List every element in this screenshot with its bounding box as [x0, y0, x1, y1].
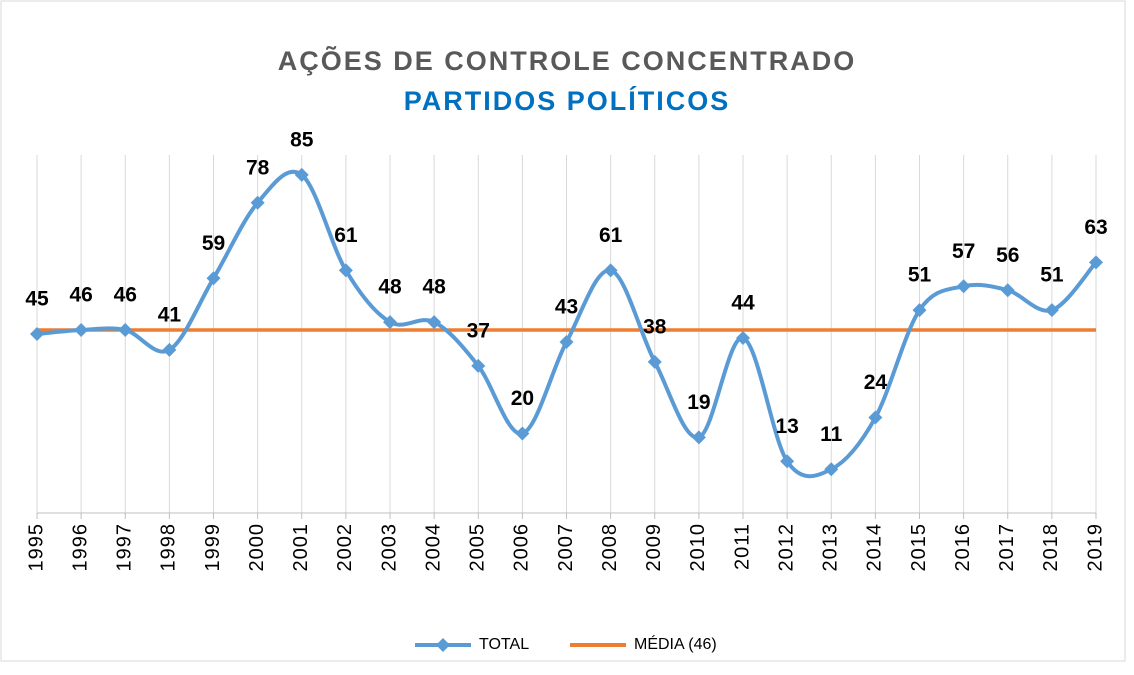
marker [74, 323, 89, 338]
marker [691, 430, 706, 445]
marker [559, 334, 574, 349]
data-label: 59 [202, 232, 225, 255]
data-label: 78 [246, 156, 270, 179]
data-label: 44 [731, 292, 755, 315]
data-label: 56 [996, 244, 1019, 267]
legend-label: TOTAL [479, 636, 529, 653]
chart-title: AÇÕES DE CONTROLE CONCENTRADO [278, 45, 857, 76]
marker [338, 263, 353, 278]
marker [603, 263, 618, 278]
data-label: 19 [687, 391, 710, 414]
x-tick-label: 2014 [864, 523, 886, 572]
data-label: 20 [511, 387, 534, 410]
x-tick-label: 2005 [467, 523, 489, 572]
x-tick-label: 2002 [334, 523, 356, 572]
legend-marker [436, 638, 450, 652]
marker [471, 358, 486, 373]
x-tick-label: 2003 [378, 523, 400, 572]
line-series [36, 169, 1098, 479]
data-label: 46 [69, 284, 92, 307]
x-tick-label: 2008 [599, 523, 621, 572]
marker [1000, 283, 1015, 298]
x-tick-label: 1999 [202, 523, 224, 572]
data-label: 48 [422, 276, 446, 299]
marker [515, 426, 530, 441]
data-label: 51 [908, 264, 932, 287]
data-label: 37 [467, 319, 490, 342]
marker [250, 195, 265, 210]
data-label: 45 [25, 288, 49, 311]
x-tick-label: 2018 [1040, 523, 1062, 572]
x-tick-label: 2012 [775, 523, 797, 572]
marker [118, 323, 133, 338]
marker [206, 271, 221, 286]
marker [1044, 303, 1059, 318]
marker [780, 454, 795, 469]
chart-subtitle: PARTIDOS POLÍTICOS [404, 85, 731, 116]
data-label: 85 [290, 128, 314, 151]
marker [647, 354, 662, 369]
x-tick-label: 1998 [158, 523, 180, 572]
x-tick-label: 2019 [1084, 523, 1106, 572]
x-tick-label: 2000 [246, 523, 268, 572]
x-tick-label: 2004 [422, 523, 444, 572]
x-tick-label: 2006 [511, 523, 533, 572]
marker [383, 315, 397, 330]
x-tick-label: 1997 [114, 523, 136, 572]
x-tick-label: 2009 [643, 523, 665, 572]
x-tick-label: 2007 [555, 523, 577, 572]
x-tick-label: 1995 [25, 523, 47, 572]
marker [427, 315, 442, 330]
marker [162, 342, 177, 357]
x-tick-label: 2016 [952, 523, 974, 572]
marker [294, 167, 309, 182]
data-label: 13 [775, 415, 798, 438]
marker [736, 330, 750, 345]
data-label: 11 [820, 423, 843, 446]
x-tick-label: 2011 [731, 523, 753, 570]
data-label: 38 [643, 315, 667, 338]
data-label: 57 [952, 240, 975, 263]
x-tick-label: 2015 [908, 523, 930, 572]
x-tick-label: 1996 [69, 523, 91, 572]
marker [868, 410, 883, 425]
data-label: 24 [864, 371, 888, 394]
marker [824, 462, 839, 477]
data-label: 46 [114, 284, 137, 307]
data-label: 51 [1040, 264, 1064, 287]
data-label: 48 [378, 276, 402, 299]
data-label: 61 [334, 224, 358, 247]
data-label: 63 [1084, 216, 1107, 239]
legend-label: MÉDIA (46) [634, 634, 717, 653]
marker [912, 303, 927, 318]
data-label: 43 [555, 296, 578, 319]
marker [30, 327, 44, 341]
marker [1089, 255, 1103, 270]
x-tick-label: 2013 [820, 523, 842, 572]
x-tick-label: 2001 [290, 523, 312, 572]
data-label: 41 [158, 303, 182, 326]
marker [956, 279, 971, 294]
x-tick-label: 2010 [687, 523, 709, 572]
x-tick-label: 2017 [996, 523, 1018, 572]
data-label: 61 [599, 224, 623, 247]
